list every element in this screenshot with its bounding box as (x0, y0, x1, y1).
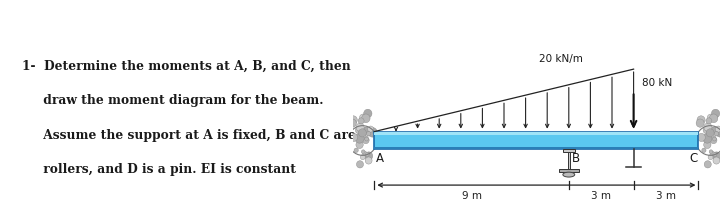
Circle shape (713, 157, 720, 164)
Circle shape (368, 128, 377, 137)
Circle shape (360, 155, 365, 160)
Circle shape (348, 119, 356, 127)
Circle shape (703, 141, 711, 149)
Circle shape (698, 133, 706, 141)
Circle shape (703, 126, 710, 134)
Circle shape (359, 128, 363, 132)
Circle shape (716, 128, 720, 137)
Circle shape (359, 114, 366, 122)
Circle shape (349, 116, 357, 124)
Circle shape (713, 132, 716, 136)
Text: Assume the support at A is fixed, B and C are: Assume the support at A is fixed, B and … (22, 129, 356, 142)
Text: 1-  Determine the moments at A, B, and C, then: 1- Determine the moments at A, B, and C,… (22, 60, 351, 73)
Circle shape (713, 152, 720, 160)
Circle shape (361, 114, 370, 123)
Text: B: B (572, 152, 580, 165)
Circle shape (711, 151, 715, 156)
Circle shape (704, 161, 711, 168)
Circle shape (711, 127, 717, 133)
Circle shape (365, 157, 372, 164)
Circle shape (704, 123, 712, 131)
Bar (559, 169, 579, 172)
Text: C: C (689, 152, 697, 165)
Circle shape (711, 109, 720, 118)
Text: 3 m: 3 m (656, 191, 676, 201)
Bar (374, 132, 698, 149)
Text: 9 m: 9 m (462, 191, 482, 201)
Circle shape (363, 151, 367, 156)
Text: 20 kN/m: 20 kN/m (539, 54, 583, 64)
Circle shape (703, 134, 712, 143)
Circle shape (716, 126, 720, 132)
Circle shape (354, 148, 359, 153)
Circle shape (697, 116, 705, 124)
Text: draw the moment diagram for the beam.: draw the moment diagram for the beam. (22, 94, 323, 107)
Circle shape (361, 150, 365, 154)
Bar (567, 152, 570, 169)
Circle shape (364, 109, 372, 118)
Circle shape (706, 129, 714, 137)
Circle shape (365, 152, 369, 157)
Circle shape (708, 155, 713, 160)
Circle shape (356, 126, 362, 134)
Circle shape (706, 118, 712, 124)
Circle shape (362, 137, 369, 144)
Circle shape (356, 141, 363, 149)
Circle shape (359, 129, 366, 137)
Circle shape (702, 148, 706, 153)
Circle shape (372, 132, 377, 137)
Circle shape (710, 128, 715, 133)
Circle shape (365, 132, 369, 136)
Circle shape (696, 119, 704, 127)
Text: 3 m: 3 m (591, 191, 611, 201)
Circle shape (710, 137, 717, 144)
Circle shape (364, 127, 369, 133)
Circle shape (362, 128, 367, 133)
Circle shape (356, 123, 364, 131)
Text: 80 kN: 80 kN (642, 78, 672, 88)
Circle shape (350, 133, 358, 141)
Circle shape (714, 132, 719, 136)
Circle shape (356, 161, 364, 168)
Bar (563, 149, 575, 152)
Circle shape (365, 137, 369, 141)
Circle shape (707, 128, 711, 132)
Circle shape (368, 126, 374, 132)
Circle shape (713, 137, 716, 141)
Circle shape (707, 114, 714, 122)
Circle shape (709, 114, 718, 123)
Circle shape (713, 152, 717, 157)
Text: rollers, and D is a pin. EI is constant: rollers, and D is a pin. EI is constant (22, 163, 296, 176)
Circle shape (365, 152, 373, 160)
Text: A: A (376, 152, 384, 165)
Circle shape (366, 132, 371, 136)
Circle shape (709, 150, 713, 154)
Circle shape (358, 118, 364, 124)
Circle shape (355, 134, 364, 143)
Ellipse shape (563, 172, 575, 177)
Bar (374, 132, 698, 135)
Bar (374, 147, 698, 149)
